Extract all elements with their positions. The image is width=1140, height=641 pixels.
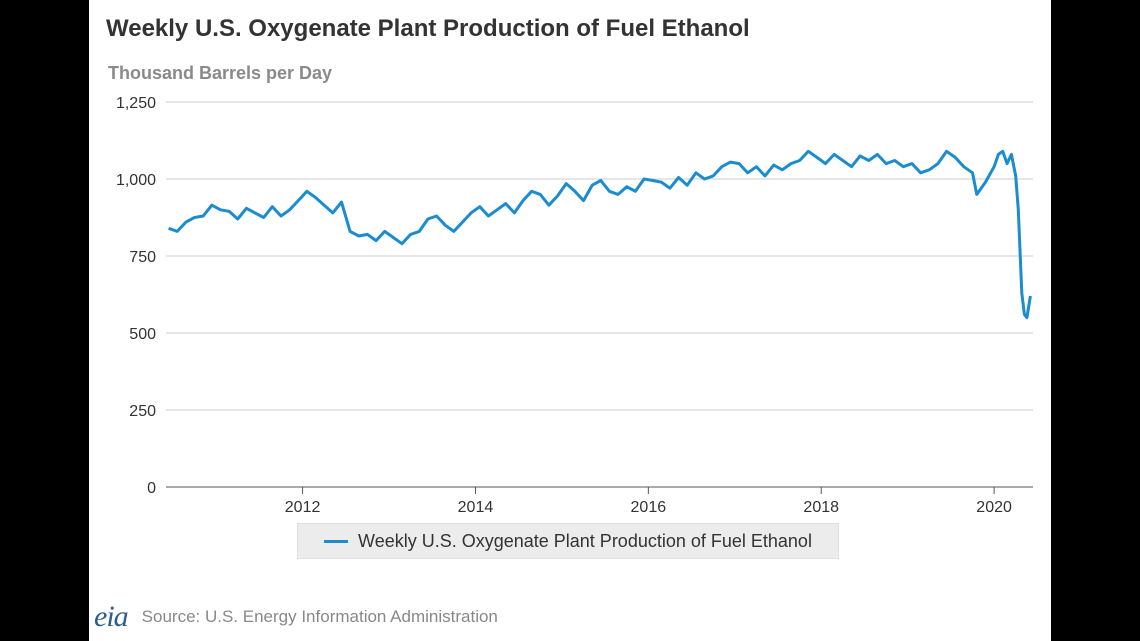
- footer: eia Source: U.S. Energy Information Admi…: [94, 597, 498, 637]
- x-tick-label: 2014: [458, 499, 494, 516]
- x-tick-label: 2018: [803, 499, 839, 516]
- eia-logo-icon: eia: [94, 600, 129, 633]
- grid-lines: [166, 101, 1033, 488]
- y-tick-label: 500: [129, 326, 156, 343]
- y-tick-label: 1,250: [116, 95, 156, 112]
- y-tick-label: 1,000: [116, 172, 156, 189]
- legend-label: Weekly U.S. Oxygenate Plant Production o…: [358, 530, 812, 551]
- y-tick-label: 250: [129, 403, 156, 420]
- y-tick-label: 750: [129, 249, 156, 266]
- x-tick-label: 2016: [631, 499, 667, 516]
- y-tick-labels: 0 250 500 750 1,000 1,250: [116, 95, 156, 497]
- x-tick-label: 2020: [976, 499, 1012, 516]
- series-layer: [168, 149, 1032, 320]
- legend[interactable]: Weekly U.S. Oxygenate Plant Production o…: [297, 523, 839, 559]
- x-tick-labels: 2012 2014 2016 2018 2020: [285, 487, 1012, 516]
- line-chart: 0 250 500 750 1,000 1,250 2012 2014 2016 2018 202…: [116, 95, 1033, 516]
- chart-frame: Weekly U.S. Oxygenate Plant Production o…: [89, 0, 1051, 641]
- chart-title: Weekly U.S. Oxygenate Plant Production o…: [106, 15, 750, 42]
- series-line: [168, 149, 1032, 320]
- legend-swatch: [324, 539, 349, 543]
- y-tick-label: 0: [147, 480, 156, 497]
- chart-subtitle: Thousand Barrels per Day: [108, 63, 333, 83]
- source-note: Source: U.S. Energy Information Administ…: [141, 607, 498, 626]
- x-tick-label: 2012: [285, 499, 321, 516]
